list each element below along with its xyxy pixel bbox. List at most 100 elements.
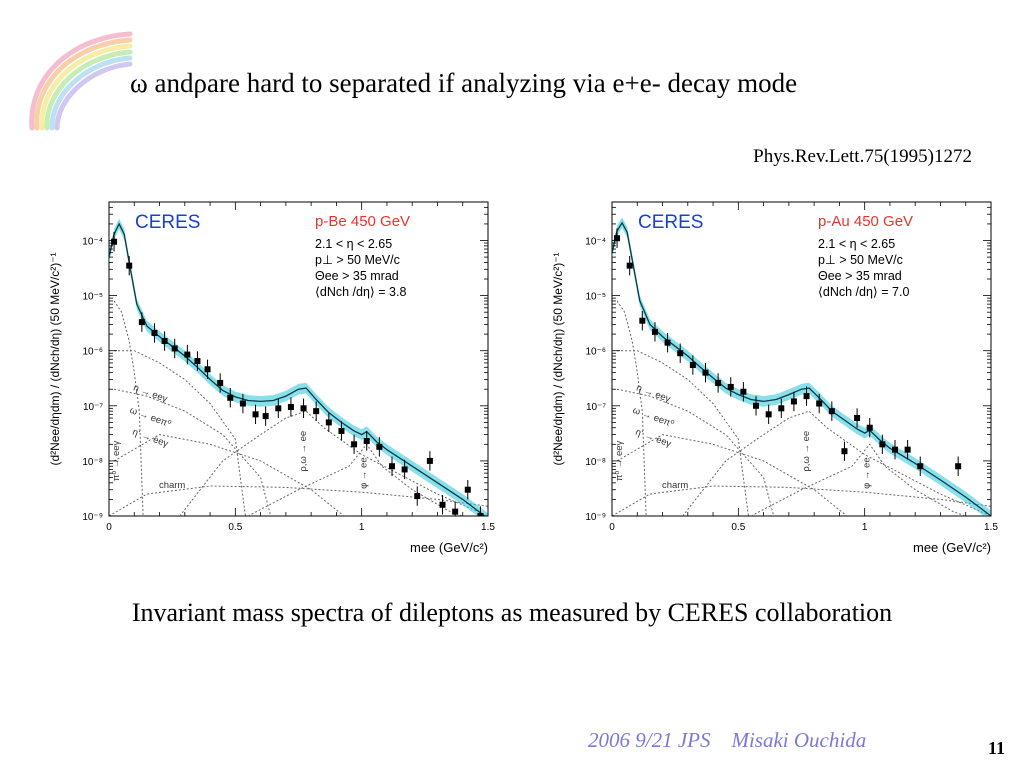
collaboration-label: CERES xyxy=(135,212,200,233)
data-point xyxy=(452,501,459,516)
data-point xyxy=(338,421,345,441)
component-label: ρ,ω → ee xyxy=(298,431,309,472)
data-point xyxy=(217,373,224,393)
y-axis-label: (d²Nee/dηdm) / (dNch/dη) (50 MeV/c²)⁻¹ xyxy=(551,252,565,465)
component-label: φ → ee xyxy=(359,457,370,489)
data-point xyxy=(239,393,246,414)
data-point xyxy=(689,355,696,375)
data-point xyxy=(313,401,320,421)
slide-footer: 2006 9/21 JPS Misaki Ouchida xyxy=(588,728,867,752)
chart-p-be: 10⁻⁴ 10⁻⁵ 10⁻⁶ 10⁻⁷ 10⁻⁸ 10⁻⁹0 0.5 1 1.5 π⁰ → eeγ… xyxy=(48,201,495,555)
y-tick-label: 10⁻⁸ xyxy=(82,457,103,468)
data-point xyxy=(287,397,294,417)
data-point xyxy=(727,377,734,397)
chart-panel-p-be: 10⁻⁴ 10⁻⁵ 10⁻⁶ 10⁻⁷ 10⁻⁸ 10⁻⁹ 0 0.5 1 1.5 π⁰ → eeγ… xyxy=(45,192,505,562)
x-tick-label: 1 xyxy=(359,522,365,533)
y-tick-label: 10⁻⁵ xyxy=(82,292,103,303)
chart-p-au: 10⁻⁴ 10⁻⁵ 10⁻⁶ 10⁻⁷ 10⁻⁸ 10⁻⁹0 0.5 1 1.5 π⁰ → eeγ… xyxy=(551,201,998,555)
data-point xyxy=(664,332,671,353)
data-point xyxy=(138,312,145,332)
cut-label: Θee > 35 mrad xyxy=(315,269,399,283)
chart-panel-p-au: 10⁻⁴ 10⁻⁵ 10⁻⁶ 10⁻⁷ 10⁻⁸ 10⁻⁹ 0 0.5 1 1.5 π⁰ → eeγ… xyxy=(548,192,1008,562)
data-point xyxy=(803,386,810,406)
x-axis-label: mee (GeV/c²) xyxy=(410,540,488,555)
x-tick-label: 1 xyxy=(862,522,868,533)
data-point xyxy=(816,393,823,414)
cocktail-total-line xyxy=(612,221,991,516)
data-point xyxy=(891,439,898,460)
data-point xyxy=(866,418,873,438)
data-point xyxy=(426,451,433,471)
component-label: η → eeγ xyxy=(132,383,169,406)
component-curve xyxy=(179,410,488,516)
data-point xyxy=(753,396,760,416)
chart-title: p-Be 450 GeV xyxy=(315,213,410,230)
cocktail-band xyxy=(612,217,991,516)
cut-label: ⟨dNch /dη⟩ = 3.8 xyxy=(315,285,406,299)
y-tick-label: 10⁻⁷ xyxy=(586,402,606,413)
component-curve xyxy=(113,388,272,516)
data-point xyxy=(879,434,886,455)
data-point xyxy=(439,495,446,515)
cut-label: ⟨dNch /dη⟩ = 7.0 xyxy=(818,285,909,299)
data-point xyxy=(702,362,709,383)
x-tick-label: 0.5 xyxy=(228,522,242,533)
data-point xyxy=(111,232,118,252)
y-tick-label: 10⁻⁸ xyxy=(585,457,606,468)
component-label: φ → ee xyxy=(862,457,873,489)
data-point xyxy=(639,311,646,331)
chart-title: p-Au 450 GeV xyxy=(818,213,913,230)
data-point xyxy=(275,398,282,419)
data-point xyxy=(388,456,395,476)
data-point xyxy=(904,439,911,460)
collaboration-label: CERES xyxy=(638,212,703,233)
component-curve xyxy=(113,434,345,516)
component-label: η' → eeγ xyxy=(131,427,170,450)
slide-caption: Invariant mass spectra of dileptons as m… xyxy=(131,598,893,627)
data-point xyxy=(854,408,861,428)
data-point xyxy=(651,322,658,342)
data-point xyxy=(740,382,747,402)
data-point xyxy=(715,373,722,393)
data-point xyxy=(351,434,358,455)
y-tick-label: 10⁻⁶ xyxy=(585,347,606,358)
cut-label: 2.1 < η < 2.65 xyxy=(315,237,392,251)
data-point xyxy=(841,441,848,461)
data-point xyxy=(161,331,168,351)
y-tick-label: 10⁻⁹ xyxy=(82,512,103,523)
y-axis-label: (d²Nee/dηdm) / (dNch/dη) (50 MeV/c²)⁻¹ xyxy=(48,252,62,465)
y-tick-label: 10⁻⁴ xyxy=(82,237,103,248)
data-point xyxy=(252,404,259,425)
x-tick-label: 0 xyxy=(106,522,112,533)
reference-citation: Phys.Rev.Lett.75(1995)1272 xyxy=(753,146,972,167)
component-curve xyxy=(616,388,775,516)
cut-label: Θee > 35 mrad xyxy=(818,269,902,283)
component-curve xyxy=(617,350,749,516)
data-point xyxy=(204,359,211,379)
cut-label: p⊥ > 50 MeV/c xyxy=(315,253,400,267)
data-point xyxy=(955,456,962,476)
data-point xyxy=(227,388,234,408)
data-point xyxy=(790,391,797,412)
x-tick-label: 0.5 xyxy=(731,522,745,533)
data-point xyxy=(300,398,307,419)
x-tick-label: 1.5 xyxy=(481,522,495,533)
data-point xyxy=(614,228,621,248)
data-point xyxy=(194,351,201,371)
y-tick-label: 10⁻⁴ xyxy=(585,237,606,248)
y-tick-label: 10⁻⁹ xyxy=(585,512,606,523)
y-tick-label: 10⁻⁶ xyxy=(82,347,103,358)
page-number: 11 xyxy=(988,738,1006,758)
x-tick-label: 0 xyxy=(609,522,615,533)
component-label: charm xyxy=(662,480,688,491)
data-point xyxy=(376,437,383,457)
component-label: π⁰ → eeγ xyxy=(111,440,122,481)
component-curve xyxy=(616,434,848,516)
data-point xyxy=(917,456,924,476)
component-label: ρ,ω → ee xyxy=(801,431,812,472)
cocktail-band xyxy=(109,218,488,516)
component-label: charm xyxy=(159,480,185,491)
component-label: π⁰ → eeγ xyxy=(614,440,625,481)
slide-title: ω andρare hard to separated if analyzing… xyxy=(130,68,798,98)
y-tick-label: 10⁻⁵ xyxy=(585,292,606,303)
